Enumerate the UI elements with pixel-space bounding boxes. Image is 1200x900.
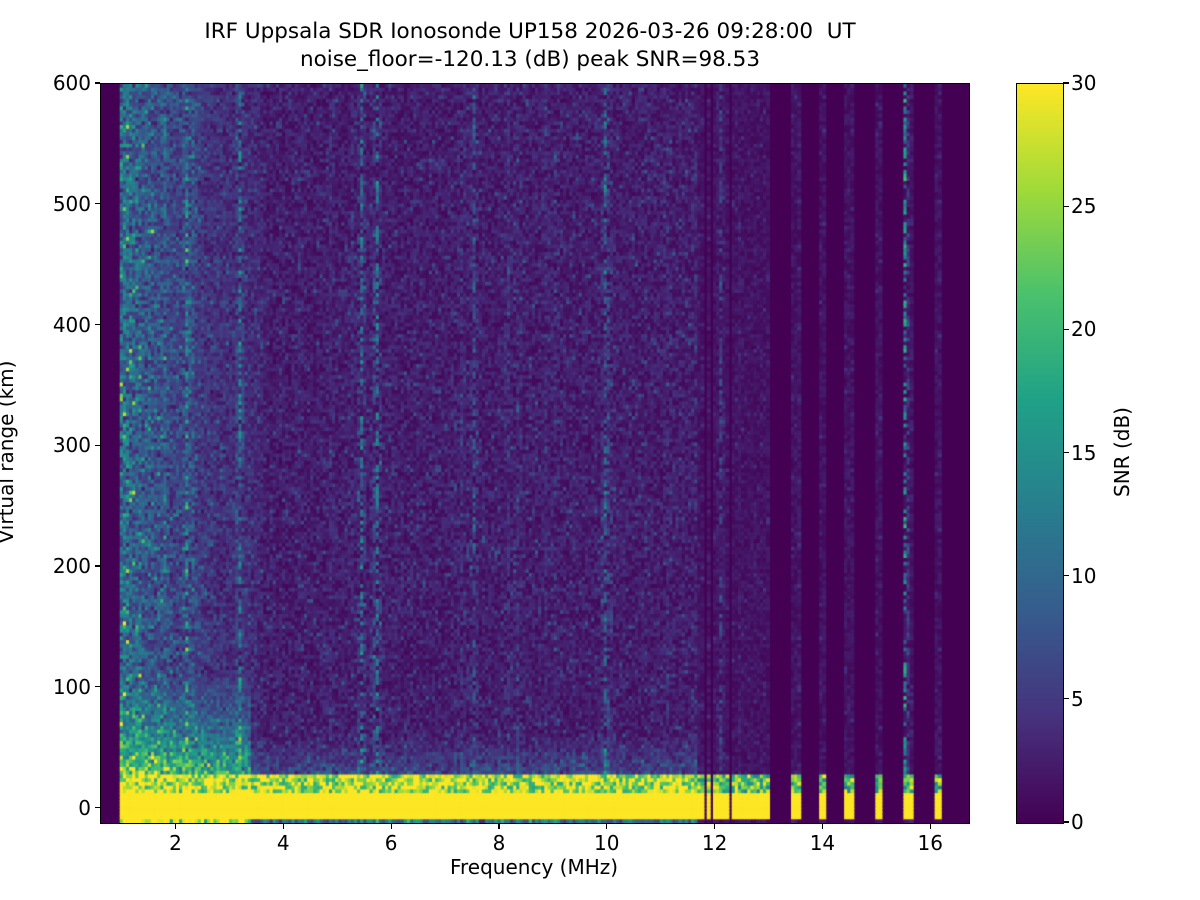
colorbar-tick-label: 20 [1071, 317, 1097, 342]
y-tick-label: 0 [78, 795, 91, 820]
title-line-primary: IRF Uppsala SDR Ionosonde UP158 2026-03-… [204, 19, 856, 44]
y-tick-label: 600 [52, 71, 91, 95]
x-tick-label: 6 [384, 831, 398, 855]
x-tick-mark [929, 823, 931, 829]
x-tick-label: 2 [169, 831, 182, 855]
colorbar-tick-label: 10 [1071, 563, 1097, 588]
colorbar-tick-label: 25 [1071, 194, 1097, 219]
figure-title: IRF Uppsala SDR Ionosonde UP158 2026-03-… [0, 18, 1060, 75]
colorbar[interactable] [1016, 83, 1064, 824]
colorbar-tick-mark [1063, 575, 1069, 577]
x-tick-label: 10 [594, 831, 620, 855]
colorbar-tick-mark [1063, 821, 1069, 823]
x-tick-label: 12 [701, 831, 728, 855]
colorbar-tick-mark [1063, 328, 1069, 330]
colorbar-tick-label: 15 [1071, 440, 1097, 465]
x-tick-label: 8 [492, 831, 506, 855]
y-tick-mark [94, 323, 100, 326]
x-tick-label: 4 [276, 831, 290, 855]
x-tick-mark [714, 823, 716, 829]
y-axis-label: Virtual range (km) [0, 360, 18, 544]
y-tick-mark [94, 806, 100, 809]
colorbar-tick-label: 30 [1071, 71, 1097, 95]
y-tick-label: 100 [52, 674, 91, 699]
x-axis-label: Frequency (MHz) [449, 855, 619, 879]
x-tick-mark [606, 823, 608, 829]
y-tick-mark [94, 444, 100, 446]
x-tick-mark [498, 823, 500, 829]
x-tick-mark [174, 823, 177, 829]
y-tick-label: 400 [52, 312, 91, 337]
plot-area[interactable] [100, 83, 970, 824]
x-tick-label: 16 [917, 831, 943, 855]
y-tick-mark [94, 82, 100, 84]
y-tick-label: 500 [52, 191, 91, 216]
colorbar-tick-label: 0 [1071, 810, 1084, 834]
colorbar-tick-mark [1063, 205, 1069, 207]
y-tick-label: 200 [52, 554, 91, 578]
x-tick-label: 14 [809, 831, 836, 855]
x-tick-mark [282, 823, 284, 829]
colorbar-label: SNR (dB) [1110, 407, 1134, 497]
x-tick-mark [390, 823, 392, 829]
colorbar-tick-mark [1063, 82, 1069, 84]
y-tick-label: 300 [52, 433, 91, 458]
y-tick-mark [94, 565, 100, 567]
ionogram-heatmap-canvas[interactable] [101, 84, 969, 823]
colorbar-tick-mark [1063, 451, 1069, 454]
x-tick-mark [821, 823, 824, 829]
colorbar-tick-label: 5 [1071, 686, 1084, 711]
colorbar-gradient [1017, 84, 1063, 823]
y-tick-mark [94, 686, 100, 688]
colorbar-tick-mark [1063, 698, 1069, 700]
title-line-secondary: noise_floor=-120.13 (dB) peak SNR=98.53 [299, 47, 761, 73]
y-tick-mark [94, 203, 100, 205]
